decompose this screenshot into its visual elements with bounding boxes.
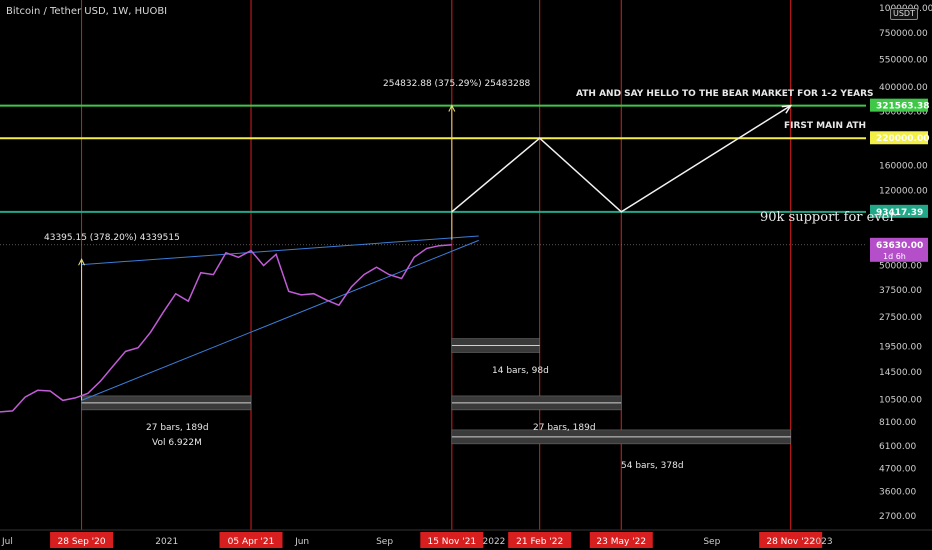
y-tick-label: 550000.00: [879, 56, 928, 66]
annotation-ath: ATH AND SAY HELLO TO THE BEAR MARKET FOR…: [576, 89, 874, 99]
time-marker-tag: [508, 532, 572, 548]
price-tag: [870, 237, 928, 262]
wedge-line: [81, 235, 479, 266]
x-tick-label: 2021: [155, 537, 178, 547]
annotation-support: 90k support for ever: [760, 210, 896, 225]
wedge-trendlines: [81, 235, 479, 401]
y-tick-label: 750000.00: [879, 29, 928, 39]
y-tick-label: 6100.00: [879, 442, 916, 452]
x-tick-label: 28 Sep '20: [58, 537, 106, 547]
y-tick-label: 120000.00: [879, 186, 928, 196]
price-axis-bg: [867, 0, 932, 550]
projection-arrow-head: [781, 104, 793, 114]
projection-zigzag: [451, 104, 792, 213]
x-tick-label: 23 May '22: [596, 537, 646, 547]
time-marker-tag: [420, 532, 484, 548]
y-tick-label: 19500.00: [879, 342, 922, 352]
price-tag: [870, 204, 928, 218]
time-marker-tag: [759, 532, 823, 548]
horizontal-levels: [0, 104, 866, 246]
range-label: 27 bars, 189d: [533, 423, 596, 433]
range-label: 14 bars, 98d: [492, 366, 549, 376]
range-label: 54 bars, 378d: [621, 461, 684, 471]
price-tag-label: 220000.00: [876, 134, 930, 144]
vertical-markers: [81, 0, 792, 530]
x-tick-label: 2023: [810, 537, 833, 547]
x-tick-label: Sep: [376, 537, 393, 547]
price-tag-label: 321563.38: [876, 102, 930, 112]
x-tick-label: 2022: [483, 537, 506, 547]
y-tick-label: 27500.00: [879, 313, 922, 323]
y-tick-label: 400000.00: [879, 83, 928, 93]
x-tick-label: 28 Nov '22: [766, 537, 815, 547]
range-label: 27 bars, 189d: [146, 423, 209, 433]
price-tag: [870, 131, 928, 145]
x-tick-label: Jul: [1, 537, 13, 547]
time-axis: Jul 28 Sep '20 2021 05 Apr '21 Jun Sep 15 Nov …: [0, 529, 932, 550]
time-marker-tag: [589, 532, 653, 548]
x-tick-label: Sep: [703, 537, 720, 547]
currency-badge[interactable]: USDT: [890, 8, 918, 20]
price-tag-sublabel: 1d 6h: [883, 252, 906, 261]
y-tick-label: 2700.00: [879, 512, 916, 522]
x-tick-label: Jun: [294, 537, 309, 547]
chart-title: Bitcoin / Tether USD, 1W, HUOBI: [6, 6, 168, 17]
y-tick-label: 10500.00: [879, 396, 922, 406]
measure-label-top: 254832.88 (375.29%) 25483288: [383, 79, 531, 89]
y-tick-label: 300000.00: [879, 108, 928, 118]
measure-arrow-head: [78, 258, 86, 266]
time-marker-tag: [219, 532, 283, 548]
y-tick-label: 14500.00: [879, 368, 922, 378]
y-tick-label: 160000.00: [879, 162, 928, 172]
y-tick-label: 3600.00: [879, 488, 916, 498]
price-tag-label: 63630.00: [876, 241, 923, 251]
time-marker-tag: [50, 532, 114, 548]
price-series: [0, 244, 452, 413]
y-tick-label: 37500.00: [879, 286, 922, 296]
range-sublabel: Vol 6.922M: [152, 438, 202, 448]
price-tag-label: 93417.39: [876, 208, 923, 218]
price-tag: [870, 98, 928, 112]
x-tick-label: 05 Apr '21: [228, 537, 275, 547]
y-tick-label: 4700.00: [879, 465, 916, 475]
annotation-first-ath: FIRST MAIN ATH: [784, 121, 867, 131]
x-tick-label: 15 Nov '21: [427, 537, 476, 547]
price-line: [0, 244, 452, 413]
date-range-boxes: [81, 338, 791, 445]
measure-label-left: 43395.15 (378.20%) 4339515: [44, 233, 180, 243]
measure-arrows: [78, 104, 456, 401]
measure-arrow-head: [448, 104, 456, 112]
projection-path: [451, 104, 793, 213]
y-tick-label: 50000.00: [879, 262, 922, 272]
wedge-line: [81, 239, 479, 401]
x-tick-label: 21 Feb '22: [516, 537, 563, 547]
price-axis: 1000000.00750000.00550000.00400000.00300…: [867, 0, 932, 550]
y-tick-label: 8100.00: [879, 418, 916, 428]
